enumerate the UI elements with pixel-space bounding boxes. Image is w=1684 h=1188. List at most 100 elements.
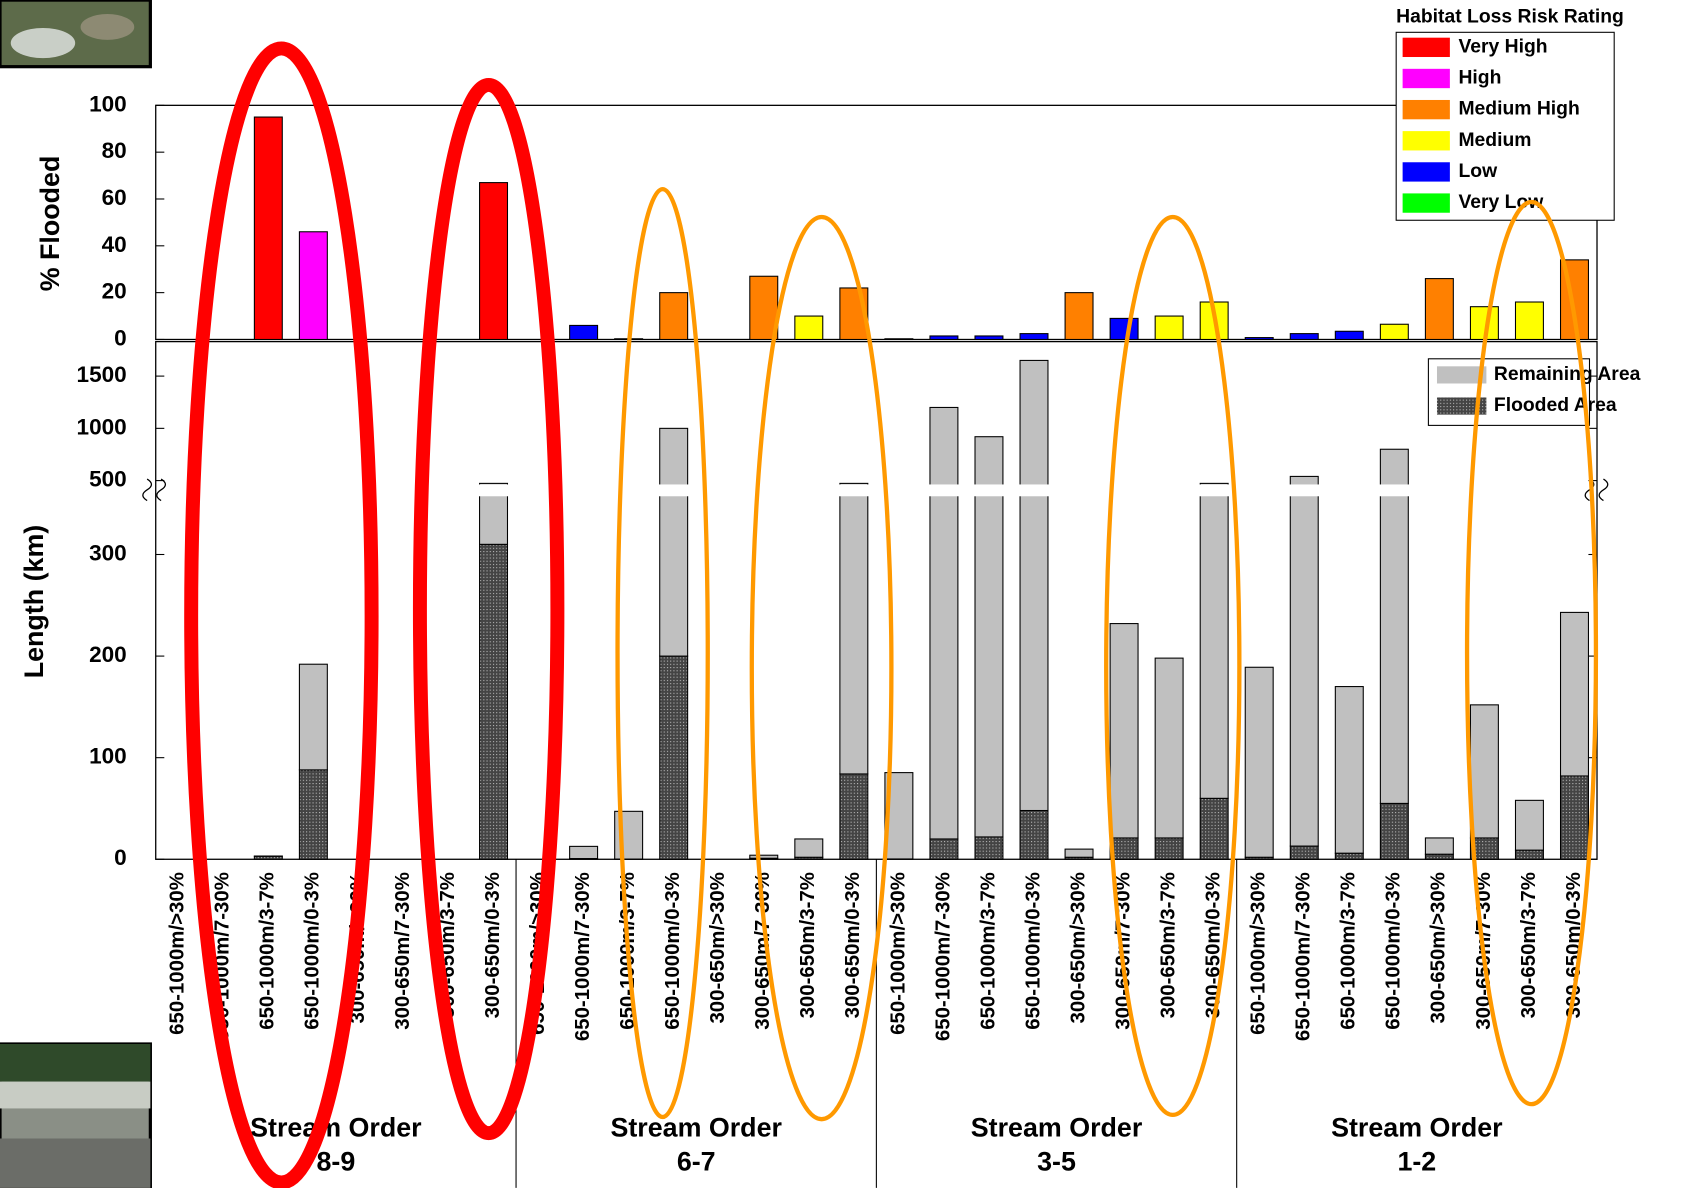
group-label: 3-5 [1037, 1147, 1076, 1177]
y-tick-label: 1000 [77, 414, 127, 439]
y-tick-label: 300 [89, 540, 127, 565]
bar-segment [1200, 483, 1228, 798]
bar [254, 117, 282, 339]
chart: % Flooded Length (km) 020406080100010020… [0, 0, 1684, 1188]
bar-segment [480, 544, 508, 859]
legend-swatch [1403, 162, 1450, 181]
group-label: 6-7 [677, 1147, 716, 1177]
y-tick-label: 100 [89, 91, 127, 116]
group-label: Stream Order [250, 1112, 422, 1142]
y-tick-label: 20 [102, 279, 127, 304]
legend-label: Low [1458, 161, 1498, 182]
legend-label: Medium [1458, 130, 1531, 151]
bar [570, 325, 598, 339]
bar [975, 336, 1003, 340]
bar-segment [1065, 849, 1093, 857]
bar-segment [1110, 624, 1138, 838]
x-tick-label: 650-1000m/3-7% [1338, 872, 1360, 1030]
bar-segment [1515, 800, 1543, 850]
bar-segment [1380, 803, 1408, 859]
x-tick-label: 300-650m/3-7% [1158, 872, 1180, 1018]
bar-segment [795, 839, 823, 857]
x-tick-label: 300-650m/>30% [1428, 872, 1450, 1023]
bar-segment [930, 407, 958, 839]
legend-swatch [1403, 131, 1450, 150]
bar-segment [299, 664, 327, 770]
photo-bottom [0, 1044, 150, 1188]
y-axis-title-bottom: Length (km) [19, 525, 49, 679]
bar [795, 316, 823, 339]
bar-segment [1290, 476, 1318, 846]
bar-segment [660, 656, 688, 859]
bar-segment [1425, 838, 1453, 854]
bar [1515, 302, 1543, 339]
x-tick-label: 650-1000m/3-7% [257, 872, 279, 1030]
bar-segment [930, 839, 958, 859]
x-tick-label: 650-1000m/7-30% [572, 872, 594, 1041]
bar [1020, 334, 1048, 340]
photo-top [0, 0, 150, 67]
legend-swatch [1403, 69, 1450, 88]
legend-label: Very High [1458, 36, 1547, 57]
bar [1335, 331, 1363, 339]
bar-segment [1245, 667, 1273, 857]
x-tick-label: 300-650m/0-3% [1203, 872, 1225, 1018]
y-tick-label: 80 [102, 138, 127, 163]
bar-segment [1425, 854, 1453, 859]
x-tick-label: 650-1000m/>30% [1248, 872, 1270, 1035]
x-tick-label: 650-1000m/>30% [167, 872, 189, 1035]
bar-segment [1020, 360, 1048, 810]
x-tick-label: 300-650m/0-3% [482, 872, 504, 1018]
bar-segment [1020, 811, 1048, 860]
bar [1290, 334, 1318, 340]
bar [299, 232, 327, 340]
bar [1425, 279, 1453, 340]
x-tick-label: 300-650m/>30% [707, 872, 729, 1023]
y-tick-label: 1500 [77, 362, 127, 387]
legend-swatch [1403, 100, 1450, 119]
bar-segment [975, 437, 1003, 837]
x-tick-label: 650-1000m/0-3% [1022, 872, 1044, 1030]
x-tick-label: 300-650m/7-30% [392, 872, 414, 1030]
bar-segment [1155, 658, 1183, 838]
y-tick-label: 0 [114, 845, 127, 870]
page: {"chart_data": { "type": "bar", "categor… [0, 0, 1684, 1188]
y-tick-label: 40 [102, 232, 127, 257]
bar-segment [660, 428, 688, 656]
x-tick-label: 650-1000m/0-3% [662, 872, 684, 1030]
y-tick-label: 60 [102, 185, 127, 210]
bar-segment [570, 846, 598, 858]
bar-segment [1200, 798, 1228, 859]
legend-label: Remaining Area [1494, 364, 1641, 385]
x-tick-label: 650-1000m/7-30% [932, 872, 954, 1041]
y-axis-title-top: % Flooded [35, 156, 65, 292]
legend-title: Habitat Loss Risk Rating [1396, 6, 1624, 27]
x-tick-label: 650-1000m/0-3% [1383, 872, 1405, 1030]
bar-segment [299, 770, 327, 859]
group-label: 1-2 [1397, 1147, 1436, 1177]
x-tick-label: 300-650m/3-7% [797, 872, 819, 1018]
x-tick-label: 300-650m/3-7% [1518, 872, 1540, 1018]
top-frame [156, 105, 1597, 339]
group-label: Stream Order [610, 1112, 782, 1142]
bar [1245, 338, 1273, 340]
y-tick-label: 100 [89, 744, 127, 769]
bar-segment [1335, 687, 1363, 854]
legend-swatch [1403, 193, 1450, 212]
bar-segment [1155, 838, 1183, 859]
x-tick-label: 650-1000m/>30% [887, 872, 909, 1035]
bar-segment [840, 483, 868, 774]
bar-segment [1561, 612, 1589, 776]
bar-segment [750, 855, 778, 858]
group-label: Stream Order [1331, 1112, 1503, 1142]
bar-segment [1515, 850, 1543, 859]
group-label: Stream Order [971, 1112, 1143, 1142]
bar-segment [1561, 776, 1589, 859]
bar [930, 336, 958, 340]
legend-label: Flooded Area [1494, 395, 1617, 416]
x-tick-label: 650-1000m/0-3% [302, 872, 324, 1030]
x-tick-label: 650-1000m/3-7% [977, 872, 999, 1030]
legend-swatch [1403, 38, 1450, 57]
bar-segment [1335, 853, 1363, 859]
legend-label: Medium High [1458, 99, 1579, 120]
